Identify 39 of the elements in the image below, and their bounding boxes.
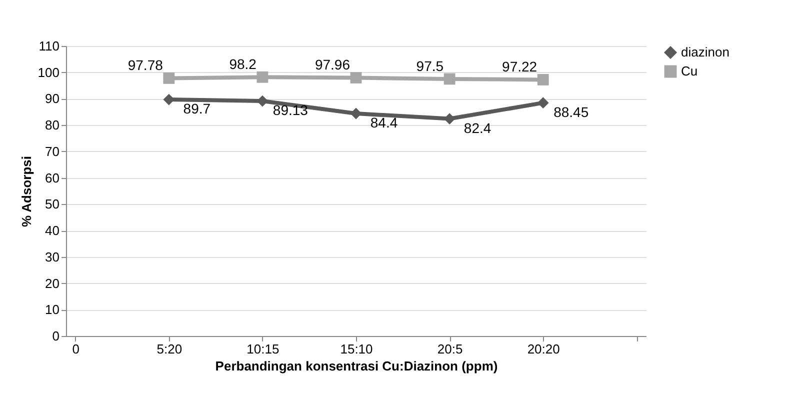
y-axis-title: % Adsorpsi (18, 156, 34, 228)
x-tick-label: 5:20 (156, 342, 182, 356)
data-label: 97.78 (128, 57, 164, 74)
y-tick-label: 70 (45, 144, 60, 159)
y-tick-label: 20 (45, 276, 60, 291)
data-label: 84.4 (370, 114, 398, 130)
point (537, 97, 549, 109)
x-tick-label: 10:15 (246, 342, 280, 356)
point (350, 72, 362, 84)
data-label: 89.13 (272, 102, 308, 118)
point (537, 74, 549, 86)
y-tick-label: 100 (38, 64, 60, 80)
y-tick-label: 90 (45, 91, 60, 106)
y-tick-label: 30 (45, 249, 60, 264)
data-label: 97.22 (502, 58, 538, 75)
x-tick-label: 0 (72, 342, 80, 356)
data-label: 98.2 (229, 56, 257, 72)
point (163, 72, 175, 84)
legend-label: Cu (681, 64, 698, 78)
y-tick-label: 0 (52, 328, 60, 344)
y-tick-label: 40 (45, 223, 60, 238)
y-tick-label: 10 (45, 302, 60, 318)
y-tick-label: 80 (45, 118, 60, 133)
y-tick-label: 50 (45, 196, 60, 212)
x-tick-label: 20:20 (527, 342, 560, 356)
data-label: 97.96 (314, 56, 350, 73)
y-tick-label: 60 (45, 170, 60, 186)
y-tick-label: 110 (38, 38, 60, 54)
point (444, 73, 456, 85)
data-label: 88.45 (554, 104, 589, 120)
data-label: 97.5 (416, 58, 444, 74)
legend-label: diazinon (681, 44, 730, 60)
data-label: 82.4 (464, 120, 492, 136)
x-tick-label: 15:10 (340, 342, 373, 356)
data-label: 89.7 (183, 100, 211, 117)
point (256, 71, 268, 83)
x-axis-title: Perbandingan konsentrasi Cu:Diazinon (ppm) (215, 358, 498, 374)
x-tick-label: 20:5 (437, 342, 463, 356)
point (350, 108, 362, 120)
